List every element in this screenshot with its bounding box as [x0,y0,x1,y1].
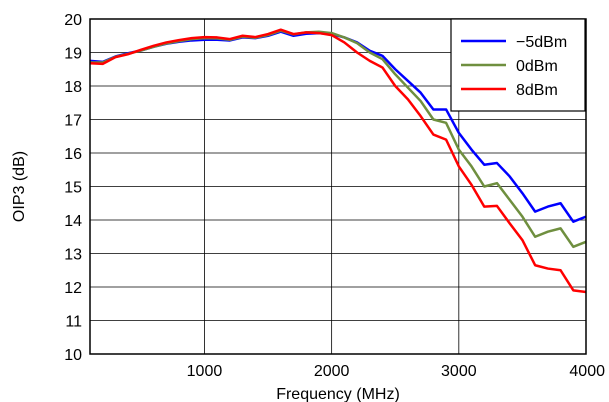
y-tick-label: 15 [64,180,82,197]
legend-label: 8dBm [516,82,558,99]
x-tick-label: 4000 [569,363,605,380]
y-tick-label: 14 [64,213,82,230]
legend-label: 0dBm [516,58,558,75]
y-tick-label: 20 [64,12,82,29]
y-tick-label: 17 [64,113,82,130]
y-tick-label: 16 [64,146,82,163]
y-tick-label: 13 [64,247,82,264]
series-lines [89,28,587,294]
y-tick-label: 12 [64,280,82,297]
plot-frame [89,18,587,355]
legend-label: −5dBm [516,34,567,51]
x-axis-label: Frequency (MHz) [276,386,400,402]
y-axis-label: OIP3 (dB) [11,151,28,222]
x-tick-label: 2000 [314,363,350,380]
x-tick-label: 1000 [187,363,223,380]
y-tick-label: 19 [64,46,82,63]
y-tick-label: 18 [64,79,82,96]
y-tick-label: 11 [65,314,82,331]
axis-ticks: 10 11 12 13 14 15 16 17 18 19 20 1000 2000 3000 4000 [64,12,605,380]
x-tick-label: 3000 [441,363,477,380]
y-tick-label: 10 [64,347,82,364]
series-line-2 [89,28,587,294]
legend: −5dBm 0dBm 8dBm [450,18,586,112]
